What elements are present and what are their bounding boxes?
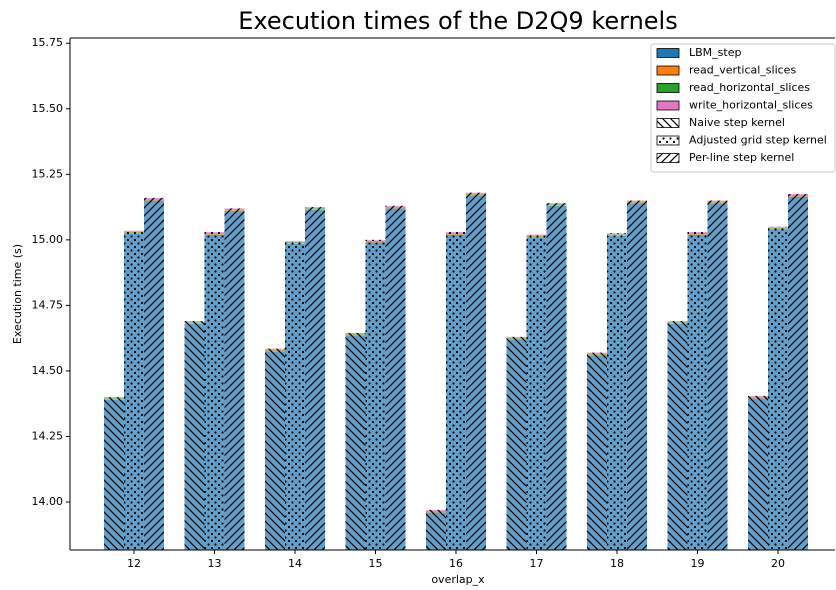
hatch bbox=[526, 234, 547, 550]
x-tick-label: 15 bbox=[368, 557, 382, 570]
y-tick-label: 14.75 bbox=[32, 298, 64, 311]
hatch bbox=[385, 205, 406, 550]
legend-box bbox=[650, 43, 836, 173]
hatch bbox=[626, 200, 647, 551]
hatch bbox=[767, 226, 788, 550]
legend-swatch bbox=[656, 100, 680, 111]
legend-swatch bbox=[656, 135, 680, 146]
y-axis-label: Execution time (s) bbox=[11, 244, 24, 344]
x-tick-label: 18 bbox=[610, 557, 624, 570]
legend-swatch bbox=[656, 48, 680, 58]
legend-swatch bbox=[656, 83, 680, 93]
hatch bbox=[143, 197, 164, 550]
hatch bbox=[506, 336, 527, 550]
y-tick-label: 15.75 bbox=[32, 36, 64, 49]
x-tick-label: 12 bbox=[127, 557, 141, 570]
y-tick-label: 15.50 bbox=[32, 102, 64, 115]
hatch bbox=[224, 208, 245, 550]
hatch bbox=[304, 207, 325, 551]
hatch bbox=[204, 231, 225, 551]
hatch bbox=[123, 230, 144, 550]
hatch bbox=[103, 397, 124, 550]
hatch bbox=[586, 352, 607, 550]
x-axis-label: overlap_x bbox=[431, 573, 485, 586]
hatch bbox=[707, 200, 728, 551]
x-tick-label: 16 bbox=[449, 557, 463, 570]
hatch bbox=[264, 348, 285, 550]
hatch bbox=[606, 233, 627, 550]
hatch bbox=[345, 332, 366, 550]
hatch bbox=[365, 239, 386, 550]
y-tick-label: 15.25 bbox=[32, 167, 64, 180]
x-tick-label: 13 bbox=[207, 557, 221, 570]
legend-label: read_vertical_slices bbox=[689, 64, 796, 77]
legend-label: Adjusted grid step kernel bbox=[689, 134, 827, 147]
hatch bbox=[687, 231, 708, 551]
legend-swatch bbox=[656, 65, 680, 76]
y-tick-label: 14.25 bbox=[32, 429, 64, 442]
hatch bbox=[546, 203, 567, 550]
legend-label: Naive step kernel bbox=[689, 116, 785, 129]
hatch bbox=[667, 321, 688, 550]
x-tick-label: 14 bbox=[288, 557, 302, 570]
x-tick-label: 20 bbox=[771, 557, 785, 570]
legend-label: read_horizontal_slices bbox=[689, 81, 810, 94]
hatch bbox=[284, 241, 305, 550]
y-tick-label: 14.50 bbox=[32, 364, 64, 377]
hatch bbox=[787, 193, 808, 550]
legend-label: write_horizontal_slices bbox=[689, 99, 813, 112]
hatch bbox=[445, 231, 466, 551]
y-tick-label: 14.00 bbox=[32, 495, 64, 508]
legend-label: LBM_step bbox=[689, 46, 741, 59]
hatch bbox=[465, 192, 486, 550]
legend-swatch bbox=[656, 153, 680, 163]
legend-label: Per-line step kernel bbox=[689, 151, 794, 164]
x-tick-label: 19 bbox=[690, 557, 704, 570]
hatch bbox=[747, 395, 768, 550]
hatch bbox=[184, 321, 205, 550]
chart-title: Execution times of the D2Q9 kernels bbox=[238, 7, 677, 35]
x-tick-label: 17 bbox=[529, 557, 543, 570]
y-tick-label: 15.00 bbox=[32, 233, 64, 246]
legend-swatch bbox=[656, 118, 680, 128]
hatch bbox=[425, 509, 446, 550]
